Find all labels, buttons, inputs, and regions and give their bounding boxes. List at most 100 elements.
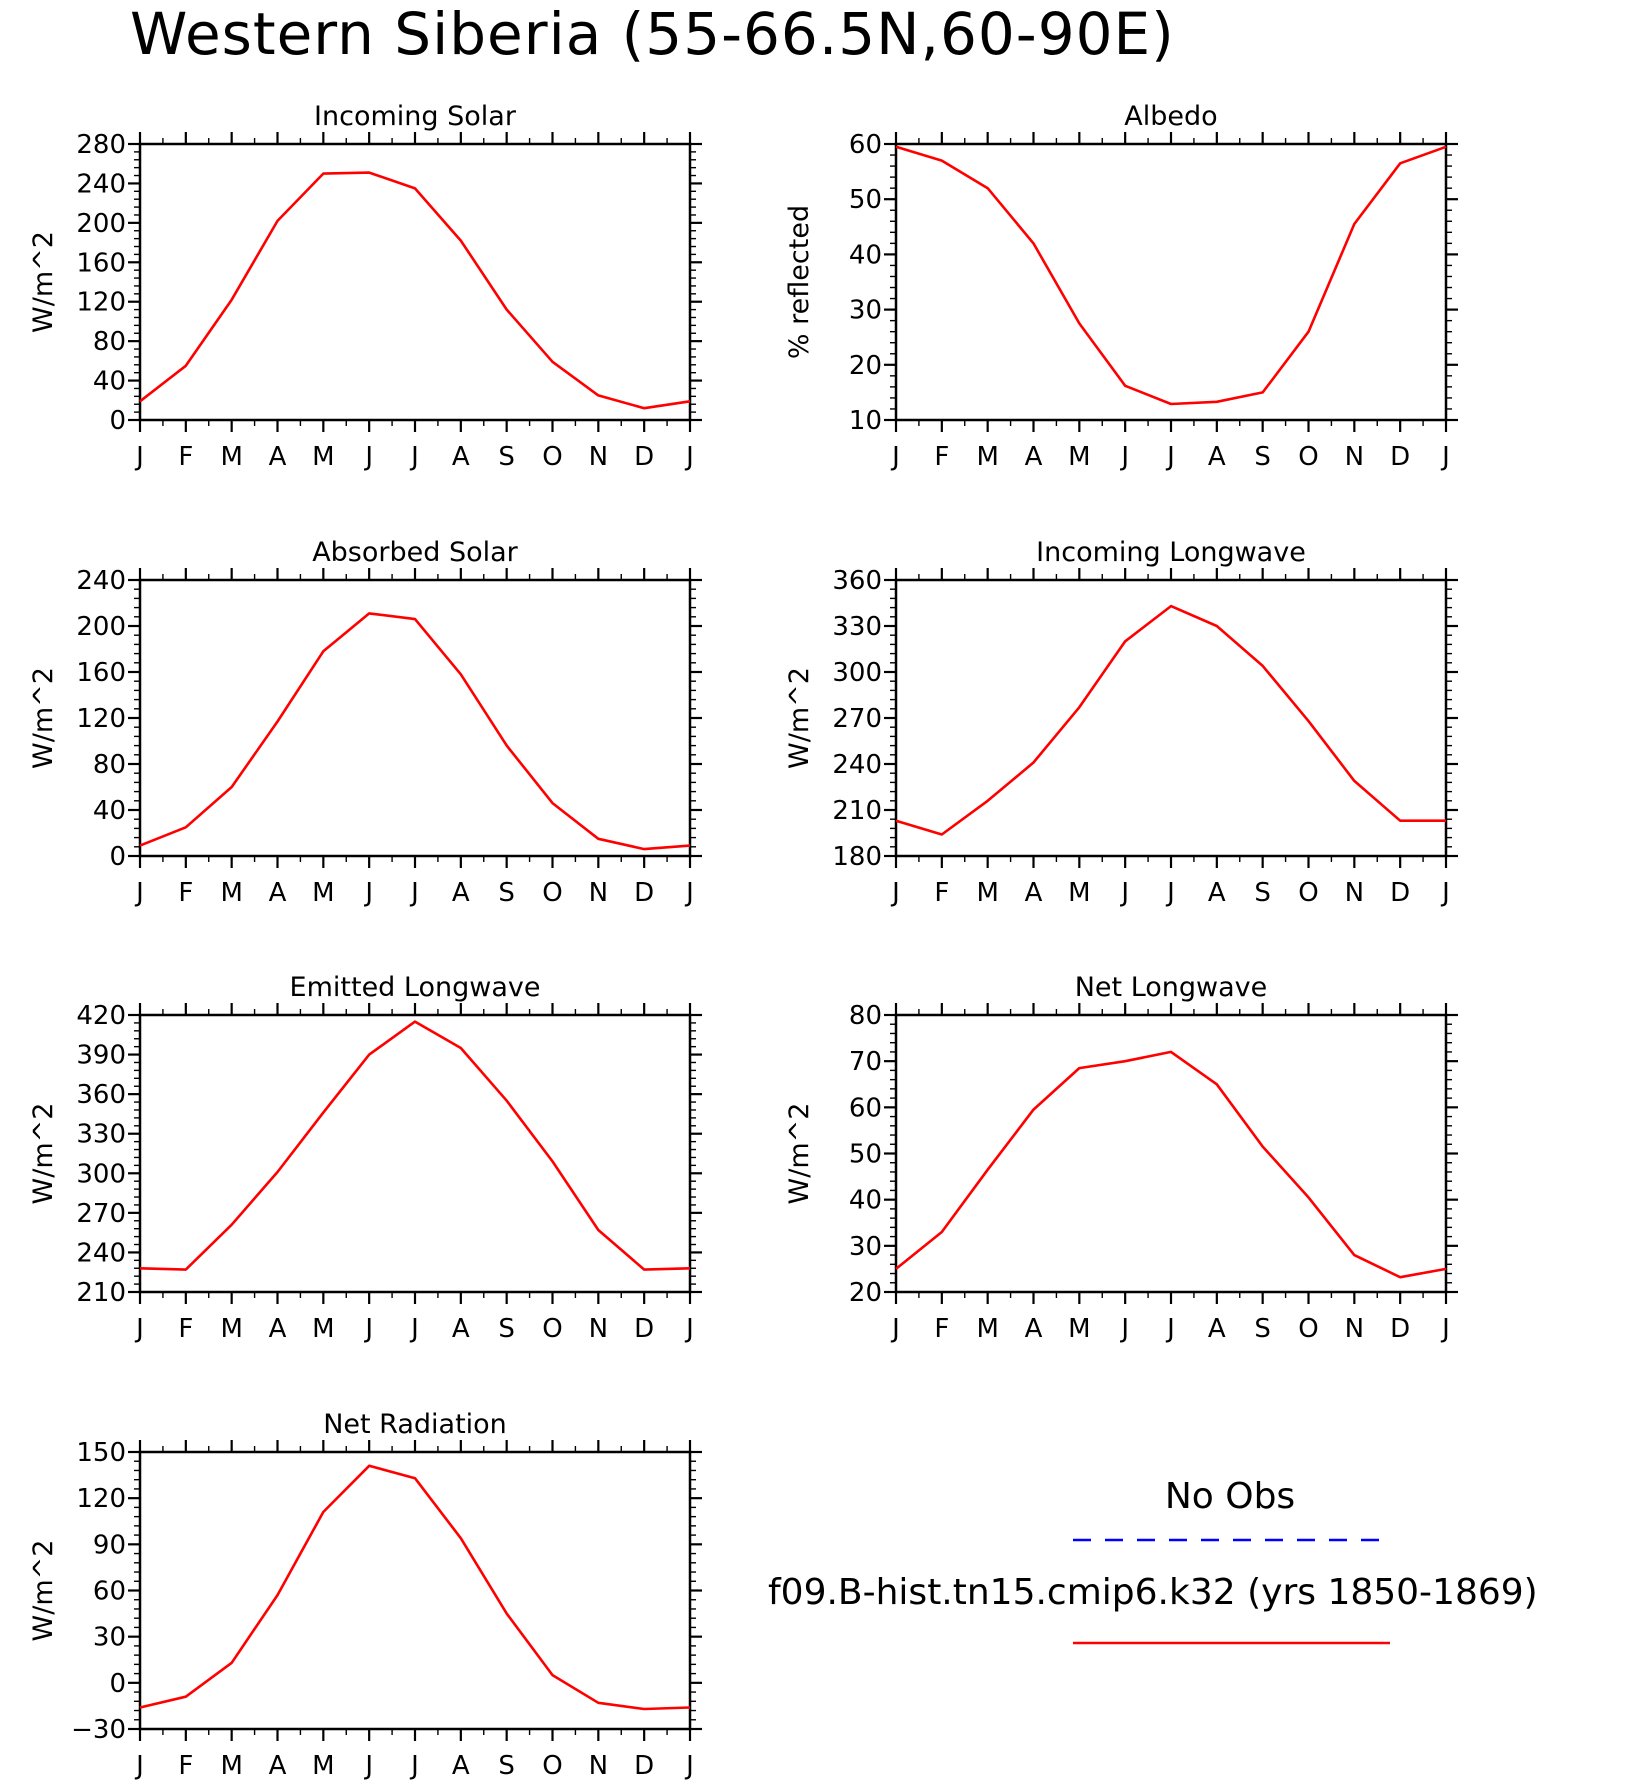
plot-frame <box>138 1450 692 1731</box>
series-line <box>139 1020 691 1271</box>
x-tick-label: A <box>269 1751 287 1781</box>
y-tick-label: 240 <box>76 566 126 596</box>
x-tick-label: N <box>589 1314 608 1344</box>
x-tick-label: D <box>1390 1314 1410 1344</box>
x-tick-label: J <box>363 878 373 908</box>
series-line <box>895 1050 1447 1279</box>
x-tick-label: A <box>1025 442 1043 472</box>
x-tick-label: J <box>134 1314 144 1344</box>
y-tick-label: 0 <box>109 406 126 436</box>
x-tick-label: O <box>1298 878 1318 908</box>
x-tick-label: J <box>363 1751 373 1781</box>
x-tick-label: N <box>1345 1314 1364 1344</box>
x-tick-label: J <box>1119 878 1129 908</box>
x-tick-label: A <box>452 1314 470 1344</box>
x-tick-label: D <box>634 878 654 908</box>
x-tick-label: M <box>1068 878 1090 908</box>
x-tick-label: F <box>178 442 193 472</box>
plot-frame <box>894 578 1448 858</box>
x-tick-label: O <box>542 1314 562 1344</box>
x-tick-label: M <box>1068 442 1090 472</box>
x-tick-label: J <box>890 878 900 908</box>
y-tick-label: 120 <box>76 704 126 734</box>
x-tick-label: J <box>1165 1314 1175 1344</box>
x-tick-label: N <box>1345 442 1364 472</box>
y-tick-label: 240 <box>832 750 882 780</box>
x-tick-label: S <box>498 1751 515 1781</box>
x-tick-label: M <box>312 1751 334 1781</box>
panel-title: Emitted Longwave <box>290 972 541 1003</box>
x-tick-label: A <box>1025 878 1043 908</box>
x-tick-label: A <box>1208 878 1226 908</box>
y-tick-label: 330 <box>832 612 882 642</box>
x-tick-label: A <box>1208 442 1226 472</box>
y-tick-label: 30 <box>849 296 882 326</box>
x-tick-label: J <box>134 878 144 908</box>
x-tick-label: M <box>312 1314 334 1344</box>
x-tick-label: O <box>542 1751 562 1781</box>
x-tick-label: J <box>1440 442 1450 472</box>
x-tick-label: F <box>178 878 193 908</box>
y-tick-label: 360 <box>832 566 882 596</box>
y-tick-label: 80 <box>93 750 126 780</box>
y-tick-label: 60 <box>93 1577 126 1607</box>
panel-title: Incoming Solar <box>314 101 517 132</box>
plot-frame <box>138 578 692 858</box>
x-tick-label: M <box>220 878 242 908</box>
y-tick-label: 0 <box>109 842 126 872</box>
y-tick-label: 360 <box>76 1080 126 1110</box>
y-axis-label: % reflected <box>784 205 815 359</box>
x-tick-label: J <box>684 1314 694 1344</box>
plot-frame <box>894 1013 1448 1294</box>
x-tick-label: J <box>134 1751 144 1781</box>
y-tick-label: 270 <box>832 704 882 734</box>
x-tick-label: M <box>312 442 334 472</box>
x-tick-label: J <box>409 1314 419 1344</box>
y-tick-label: 200 <box>76 612 126 642</box>
x-tick-label: M <box>976 878 998 908</box>
series-line <box>895 604 1446 836</box>
y-tick-label: 210 <box>76 1278 126 1308</box>
x-tick-label: J <box>1119 442 1129 472</box>
legend-model-label: f09.B-hist.tn15.cmip6.k32 (yrs 1850-1869… <box>768 1572 1538 1613</box>
x-tick-label: D <box>634 442 654 472</box>
x-tick-label: A <box>269 442 287 472</box>
y-tick-label: −30 <box>71 1715 126 1745</box>
y-axis-label: W/m^2 <box>28 231 59 333</box>
x-tick-label: S <box>1254 878 1271 908</box>
y-axis-label: W/m^2 <box>784 1103 815 1205</box>
plot-frame <box>894 142 1448 422</box>
chart-panel: J F M A M J J A S O N D J180210240270300330360Incomi… <box>784 537 1458 908</box>
y-tick-label: 300 <box>832 658 882 688</box>
y-tick-label: 40 <box>849 1186 882 1216</box>
legend: No Obs f09.B-hist.tn15.cmip6.k32 (yrs 18… <box>768 1476 1538 1645</box>
y-tick-label: 90 <box>93 1530 126 1560</box>
x-tick-label: A <box>269 878 287 908</box>
y-tick-label: 270 <box>76 1199 126 1229</box>
x-tick-label: J <box>684 878 694 908</box>
x-tick-label: J <box>1440 1314 1450 1344</box>
x-tick-label: J <box>1165 442 1175 472</box>
x-tick-label: D <box>634 1751 654 1781</box>
x-tick-label: D <box>1390 442 1410 472</box>
chart-panel: J F M A M J J A S O N D J210240270300330360390420Emi… <box>28 972 702 1344</box>
y-tick-label: 70 <box>849 1047 882 1077</box>
y-tick-label: 80 <box>93 327 126 357</box>
x-tick-label: O <box>542 878 562 908</box>
x-tick-label: D <box>634 1314 654 1344</box>
x-tick-label: S <box>498 878 515 908</box>
x-tick-label: J <box>1440 878 1450 908</box>
y-tick-label: 240 <box>76 169 126 199</box>
y-tick-label: 160 <box>76 248 126 278</box>
y-tick-label: 60 <box>849 1093 882 1123</box>
x-tick-label: J <box>409 442 419 472</box>
y-tick-label: 60 <box>849 130 882 160</box>
x-tick-label: J <box>684 442 694 472</box>
x-tick-label: A <box>1025 1314 1043 1344</box>
x-tick-label: J <box>134 442 144 472</box>
x-tick-label: J <box>684 1751 694 1781</box>
